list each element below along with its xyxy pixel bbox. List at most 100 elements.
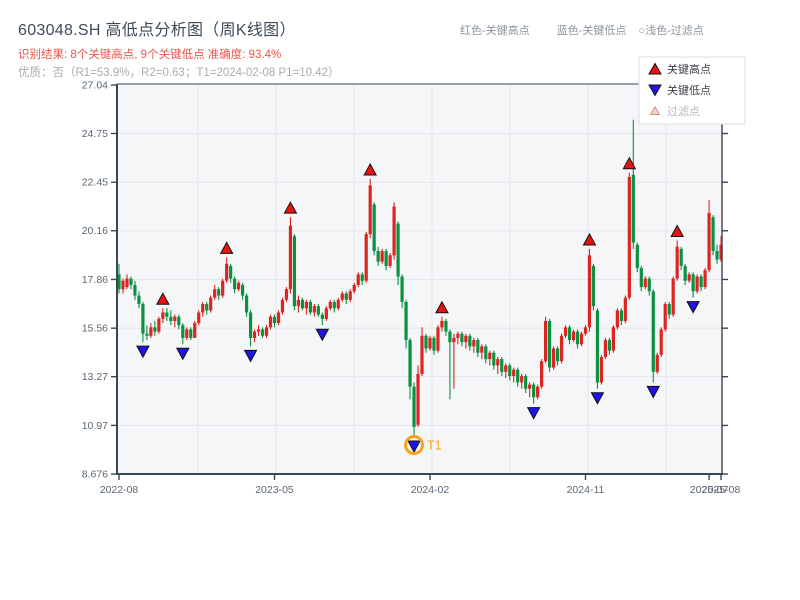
candle-body <box>368 185 372 235</box>
candle-body <box>165 312 169 317</box>
candle-body <box>671 278 675 315</box>
candle-body <box>332 301 336 309</box>
candle-body <box>225 263 229 281</box>
candle-body <box>197 312 201 324</box>
candle-body <box>432 337 436 351</box>
x-tick-label: 2025-08 <box>702 484 741 496</box>
candle-body <box>412 386 416 427</box>
y-tick-label: 20.16 <box>82 225 108 237</box>
candle-body <box>532 384 536 398</box>
candle-body <box>695 276 699 292</box>
candle-body <box>237 282 241 290</box>
candle-body <box>675 246 679 279</box>
candle-body <box>643 278 647 288</box>
candle-body <box>336 299 340 309</box>
legend-note-low: 蓝色-关键低点 <box>556 25 627 37</box>
candle-body <box>364 234 368 281</box>
candle-body <box>444 320 448 332</box>
candle-body <box>524 376 528 389</box>
key-high-marker <box>283 201 298 214</box>
candle-body <box>288 225 293 290</box>
candle-body <box>244 295 249 313</box>
candle-body <box>719 244 723 260</box>
t1-annotation-label: T1 <box>427 439 442 453</box>
key-low-marker <box>686 301 700 314</box>
candle-body <box>583 327 588 334</box>
candle-body <box>559 335 564 362</box>
color-legend-note: 红色-关键高点 蓝色-关键低点 ○浅色-过滤点 <box>460 22 704 38</box>
candle-body <box>392 206 396 256</box>
y-tick-label: 17.86 <box>82 274 108 286</box>
legend-filtered-icon[interactable] <box>649 106 661 115</box>
candle-body <box>292 236 297 307</box>
candle-body <box>679 248 683 266</box>
candle-body <box>547 320 552 368</box>
candle-body <box>340 293 344 300</box>
candle-body <box>177 316 181 326</box>
candle-body <box>516 369 520 383</box>
candle-body <box>540 361 544 387</box>
legend-key-high-icon[interactable] <box>648 62 662 75</box>
candle-body <box>599 356 604 383</box>
candle-body <box>284 289 289 300</box>
candle-body <box>575 331 580 345</box>
key-high-marker <box>582 232 597 246</box>
candle-body <box>687 274 691 281</box>
legend-item-label[interactable]: 过滤点 <box>667 105 700 118</box>
candle-body <box>376 251 380 262</box>
candle-body <box>492 352 496 366</box>
legend-item-label[interactable]: 关键高点 <box>667 62 711 76</box>
candle-body <box>448 331 452 343</box>
candle-body <box>316 306 320 315</box>
candle-body <box>280 299 285 313</box>
x-tick-label: 2025-07 <box>690 484 729 496</box>
candle-body <box>229 265 233 279</box>
candle-body <box>691 274 695 292</box>
candle-body <box>639 268 643 288</box>
candle-body <box>416 373 420 425</box>
candle-body <box>256 329 261 332</box>
candle-body <box>500 359 504 372</box>
candle-body <box>551 348 556 368</box>
candle-body <box>356 274 360 285</box>
candle-body <box>221 280 225 296</box>
candle-body <box>715 251 719 260</box>
key-high-marker <box>670 224 685 237</box>
candle-body <box>571 331 576 341</box>
key-low-marker <box>315 328 330 342</box>
key-low-marker <box>136 345 150 359</box>
y-tick-label: 10.97 <box>82 420 108 432</box>
candle-body <box>408 340 412 387</box>
x-tick-label: 2023-05 <box>255 484 294 496</box>
legend-key-low-icon[interactable] <box>648 84 662 97</box>
candle-body <box>209 297 213 311</box>
key-low-marker <box>590 392 605 405</box>
candle-body <box>181 325 185 338</box>
candle-body <box>647 278 651 292</box>
candle-body <box>587 255 592 328</box>
candle-body <box>555 348 560 362</box>
x-tick-label: 2024-02 <box>411 484 450 496</box>
candle-body <box>563 327 568 336</box>
y-tick-label: 22.45 <box>82 177 108 189</box>
y-tick-label: 13.27 <box>82 371 108 383</box>
legend-item-label[interactable]: 关键低点 <box>667 83 711 97</box>
legend-note-high: 红色-关键高点 <box>460 25 530 37</box>
candle-body <box>659 329 663 355</box>
page-title: 603048.SH 高低点分析图（周K线图） <box>18 22 296 39</box>
candle-body <box>404 301 408 341</box>
candle-body <box>627 176 631 298</box>
t1-annotation-circle <box>404 435 425 456</box>
candle-body <box>185 329 189 338</box>
y-tick-label: 24.75 <box>82 128 108 140</box>
candle-body <box>161 312 165 319</box>
candle-body <box>464 335 468 343</box>
candle-body <box>133 284 137 296</box>
candle-body <box>137 295 141 305</box>
candle-body <box>213 289 217 298</box>
candle-body <box>264 327 269 336</box>
candle-body <box>655 354 659 372</box>
candle-body <box>460 333 464 343</box>
candle-body <box>488 352 492 360</box>
candle-body <box>667 304 671 315</box>
